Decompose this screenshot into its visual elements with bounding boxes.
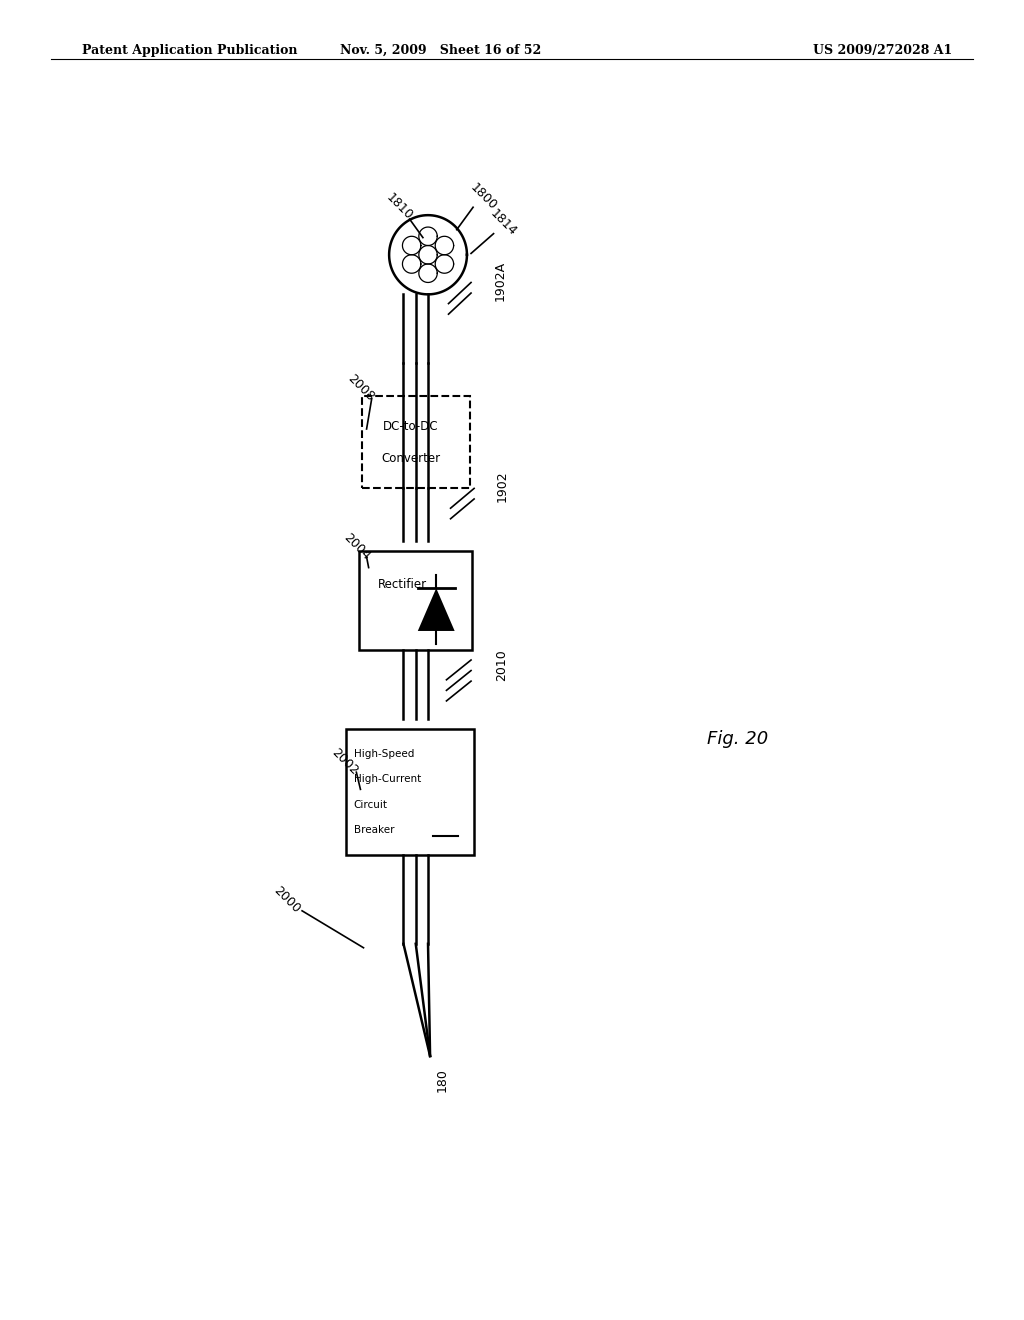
Text: Breaker: Breaker bbox=[354, 825, 394, 834]
Text: Nov. 5, 2009   Sheet 16 of 52: Nov. 5, 2009 Sheet 16 of 52 bbox=[340, 44, 541, 57]
Text: 1902A: 1902A bbox=[494, 261, 506, 301]
Text: Fig. 20: Fig. 20 bbox=[707, 730, 768, 748]
Text: US 2009/272028 A1: US 2009/272028 A1 bbox=[813, 44, 952, 57]
Text: Circuit: Circuit bbox=[354, 800, 388, 809]
Text: High-Current: High-Current bbox=[354, 775, 421, 784]
Text: 2008: 2008 bbox=[345, 372, 376, 404]
Text: 1810: 1810 bbox=[384, 191, 415, 223]
Text: 180: 180 bbox=[436, 1068, 449, 1092]
Bar bbox=[362, 396, 469, 488]
Text: 2002: 2002 bbox=[330, 746, 360, 777]
Text: 1800: 1800 bbox=[468, 181, 499, 213]
Text: Rectifier: Rectifier bbox=[378, 578, 427, 591]
Text: Patent Application Publication: Patent Application Publication bbox=[82, 44, 297, 57]
Text: 2000: 2000 bbox=[271, 884, 302, 916]
Text: Converter: Converter bbox=[381, 451, 440, 465]
Polygon shape bbox=[418, 589, 455, 631]
Text: 2004: 2004 bbox=[341, 531, 372, 562]
Text: High-Speed: High-Speed bbox=[354, 750, 414, 759]
Bar bbox=[359, 552, 472, 649]
Text: 1902: 1902 bbox=[496, 470, 508, 502]
Bar bbox=[346, 729, 473, 855]
Text: 1814: 1814 bbox=[488, 207, 519, 239]
Text: 2010: 2010 bbox=[496, 649, 508, 681]
Text: DC-to-DC: DC-to-DC bbox=[383, 420, 438, 433]
